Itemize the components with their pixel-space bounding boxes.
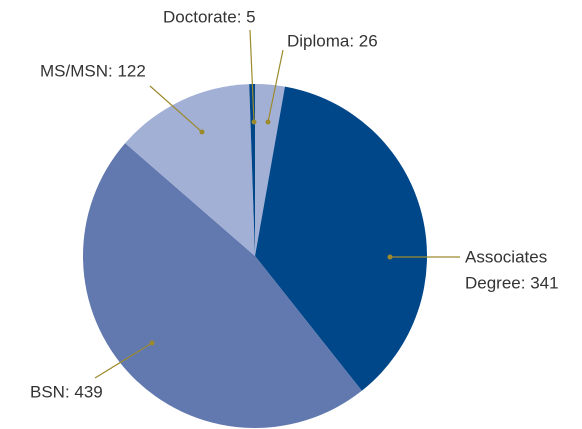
- leader-dot: [387, 254, 393, 260]
- pie-slice: [82, 143, 362, 429]
- pie-slice: [255, 86, 427, 391]
- slice-label: MS/MSN: 122: [40, 61, 146, 80]
- pie-slice: [125, 84, 255, 256]
- leader-line: [249, 29, 255, 123]
- slice-label: Diploma: 26: [287, 31, 378, 50]
- slice-label: BSN: 439: [30, 382, 103, 401]
- leader-line: [267, 49, 284, 123]
- leader-dot: [149, 340, 155, 346]
- leader-dot: [251, 119, 257, 125]
- leader-line: [149, 85, 203, 133]
- slice-label: Doctorate: 5: [163, 7, 256, 26]
- leader-dot: [265, 119, 271, 125]
- pie-slice: [249, 84, 255, 256]
- slice-label: Degree: 341: [465, 273, 559, 292]
- pie-slice: [255, 84, 285, 256]
- leader-dot: [199, 129, 205, 135]
- slice-label: Associates: [465, 247, 547, 266]
- leader-line: [94, 342, 153, 379]
